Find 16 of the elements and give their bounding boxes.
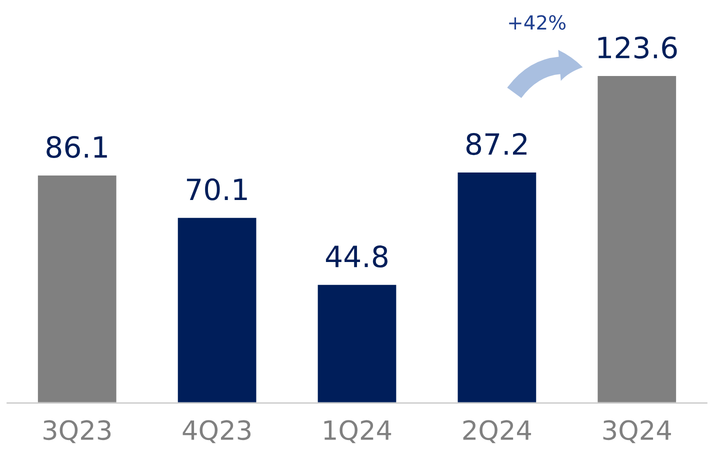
data-label: 86.1	[46, 136, 107, 158]
bar	[316, 284, 398, 403]
x-tick-label: 3Q24	[603, 420, 671, 444]
x-tick-label: 2Q24	[463, 420, 532, 444]
data-label: 44.8	[326, 245, 388, 268]
data-label: 87.2	[466, 133, 526, 156]
bar	[456, 171, 538, 403]
x-tick-label: 3Q23	[44, 420, 111, 444]
bar	[596, 74, 678, 403]
x-tick-label: 4Q23	[182, 420, 251, 444]
data-label: 70.1	[186, 178, 247, 200]
bar	[176, 216, 258, 403]
text: +42%	[509, 15, 566, 30]
bar	[36, 174, 118, 403]
x-tick-label: 1Q24	[324, 420, 392, 444]
data-label: 123.6	[598, 36, 677, 59]
